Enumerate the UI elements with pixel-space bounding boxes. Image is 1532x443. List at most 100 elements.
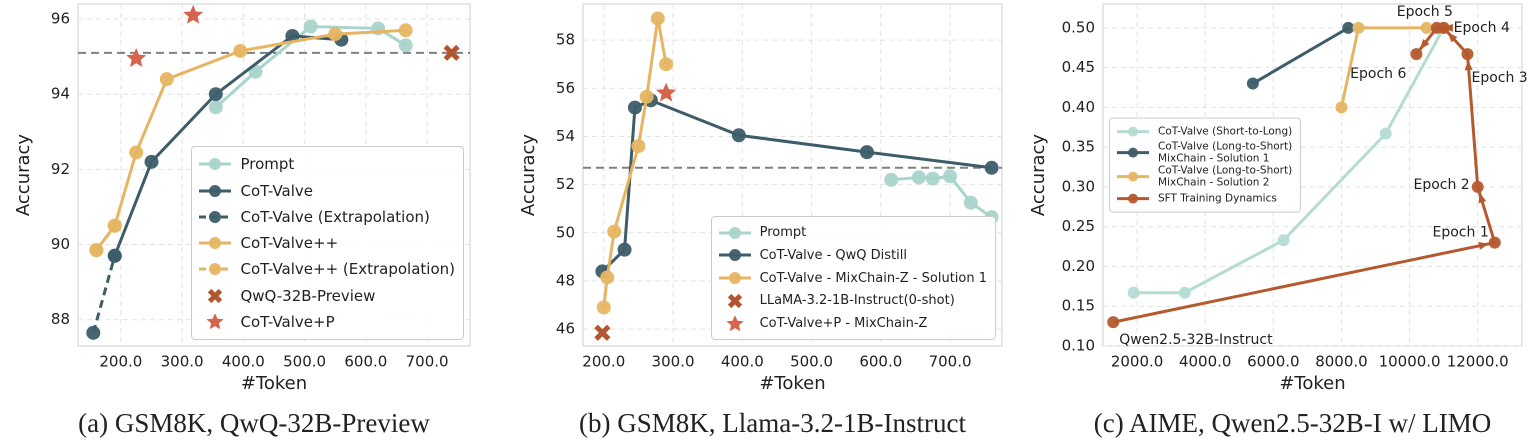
legend-label: CoT-Valve - MixChain-Z - Solution 1 bbox=[759, 270, 987, 286]
legend-swatch bbox=[727, 293, 742, 309]
x-tick-label: 700.0 bbox=[929, 353, 972, 371]
arrowhead bbox=[1447, 32, 1458, 43]
caption: (a) GSM8K, QwQ-32B-Preview bbox=[78, 408, 430, 438]
point bbox=[600, 270, 615, 285]
point bbox=[86, 325, 101, 340]
legend-entry: QwQ-32B-Preview bbox=[198, 283, 455, 309]
y-tick-label: 0.15 bbox=[1062, 297, 1095, 315]
y-tick-label: 48 bbox=[556, 271, 575, 289]
y-tick-label: 92 bbox=[51, 160, 70, 178]
legend-entry: CoT-Valve - QwQ Distill bbox=[718, 244, 987, 267]
y-tick-label: 94 bbox=[51, 85, 70, 103]
point bbox=[144, 154, 159, 169]
y-tick-label: 50 bbox=[556, 223, 575, 241]
legend-swatch bbox=[199, 158, 232, 171]
legend-entry: CoT-Valve (Long-to-Short) MixChain - Sol… bbox=[1116, 165, 1292, 189]
legend-entry: Prompt bbox=[718, 221, 987, 244]
point bbox=[659, 57, 674, 72]
point bbox=[328, 27, 343, 42]
y-tick-label: 46 bbox=[556, 320, 575, 338]
point bbox=[398, 23, 413, 38]
point bbox=[639, 89, 654, 104]
legend-entry: CoT-Valve+P - MixChain-Z bbox=[718, 312, 987, 335]
arrowhead bbox=[1464, 60, 1473, 71]
caption: (c) AIME, Qwen2.5-32B-I w/ LIMO bbox=[1094, 408, 1491, 438]
legend-entry: CoT-Valve++ (Extrapolation) bbox=[198, 256, 455, 282]
point bbox=[159, 72, 174, 87]
legend-swatch bbox=[1117, 126, 1149, 137]
legend-swatch bbox=[206, 313, 225, 330]
y-tick-label: 0.10 bbox=[1062, 337, 1095, 355]
x-tick-label: 10000.0 bbox=[1379, 353, 1441, 371]
x-axis-label: #Token bbox=[759, 373, 825, 394]
legend-swatch bbox=[199, 210, 232, 223]
point bbox=[728, 249, 741, 262]
y-tick-label: 90 bbox=[51, 235, 70, 253]
x-marker bbox=[594, 324, 611, 341]
point bbox=[1488, 236, 1501, 249]
point bbox=[911, 170, 926, 185]
legend-label: Prompt bbox=[240, 155, 295, 174]
legend-label: QwQ-32B-Preview bbox=[240, 286, 376, 305]
y-tick-label: 0.20 bbox=[1062, 257, 1095, 275]
legend-entry: CoT-Valve+P bbox=[198, 309, 455, 335]
legend-swatch bbox=[726, 315, 744, 331]
x-tick-label: 500.0 bbox=[790, 353, 833, 371]
point bbox=[1379, 127, 1392, 140]
legend-swatch bbox=[208, 288, 223, 303]
point bbox=[209, 158, 222, 171]
y-tick-label: 0.25 bbox=[1062, 217, 1095, 235]
point bbox=[731, 128, 746, 143]
point-label: Epoch 3 bbox=[1471, 70, 1527, 86]
point bbox=[1430, 21, 1443, 34]
legend-entry: CoT-Valve++ bbox=[198, 230, 455, 256]
point bbox=[208, 100, 223, 115]
y-tick-label: 96 bbox=[51, 10, 70, 28]
point bbox=[209, 210, 222, 223]
legend-entry: LLaMA-3.2-1B-Instruct(0-shot) bbox=[718, 290, 987, 313]
x-tick-label: 4000.0 bbox=[1179, 353, 1232, 371]
y-axis-label: Accuracy bbox=[13, 134, 34, 217]
x-tick-label: 600.0 bbox=[344, 353, 387, 371]
point bbox=[1128, 148, 1138, 158]
point bbox=[884, 172, 899, 187]
y-tick-label: 0.40 bbox=[1062, 98, 1095, 116]
arrowhead bbox=[1478, 192, 1487, 204]
x-tick-label: 700.0 bbox=[406, 353, 449, 371]
point bbox=[107, 248, 122, 263]
point bbox=[1246, 77, 1259, 90]
point bbox=[398, 38, 413, 53]
legend-swatch bbox=[199, 184, 232, 197]
point bbox=[1342, 21, 1355, 34]
y-axis-label: Accuracy bbox=[518, 134, 539, 217]
point bbox=[208, 87, 223, 102]
point-label: Epoch 1 bbox=[1433, 225, 1489, 241]
point bbox=[943, 169, 958, 184]
x-tick-label: 300.0 bbox=[161, 353, 204, 371]
legend-entry: CoT-Valve (Short-to-Long) bbox=[1116, 123, 1292, 141]
legend-entry: CoT-Valve (Long-to-Short) MixChain - Sol… bbox=[1116, 141, 1292, 165]
legend-label: Prompt bbox=[759, 225, 807, 241]
point bbox=[650, 11, 665, 26]
x-tick-label: 12000.0 bbox=[1447, 353, 1509, 371]
x-tick-label: 6000.0 bbox=[1247, 353, 1300, 371]
y-tick-label: 52 bbox=[556, 175, 575, 193]
point bbox=[963, 195, 978, 210]
star-marker bbox=[206, 313, 225, 330]
legend-label: CoT-Valve (Extrapolation) bbox=[240, 207, 430, 226]
x-tick-label: 600.0 bbox=[859, 353, 902, 371]
point bbox=[728, 226, 741, 239]
legend-label: LLaMA-3.2-1B-Instruct(0-shot) bbox=[759, 293, 955, 309]
point-label: Qwen2.5-32B-Instruct bbox=[1119, 332, 1273, 348]
legend: CoT-Valve (Short-to-Long) CoT-Valve (Long… bbox=[1109, 117, 1302, 213]
point bbox=[631, 139, 646, 154]
point bbox=[89, 243, 104, 258]
point-label: Epoch 2 bbox=[1413, 177, 1469, 193]
legend-entry: CoT-Valve - MixChain-Z - Solution 1 bbox=[718, 267, 987, 290]
point-label: Epoch 5 bbox=[1397, 4, 1453, 20]
x-tick-label: 8000.0 bbox=[1315, 353, 1368, 371]
legend-swatch bbox=[1117, 172, 1149, 182]
legend-label: CoT-Valve (Short-to-Long) bbox=[1158, 125, 1293, 138]
arrowhead bbox=[1478, 241, 1489, 250]
